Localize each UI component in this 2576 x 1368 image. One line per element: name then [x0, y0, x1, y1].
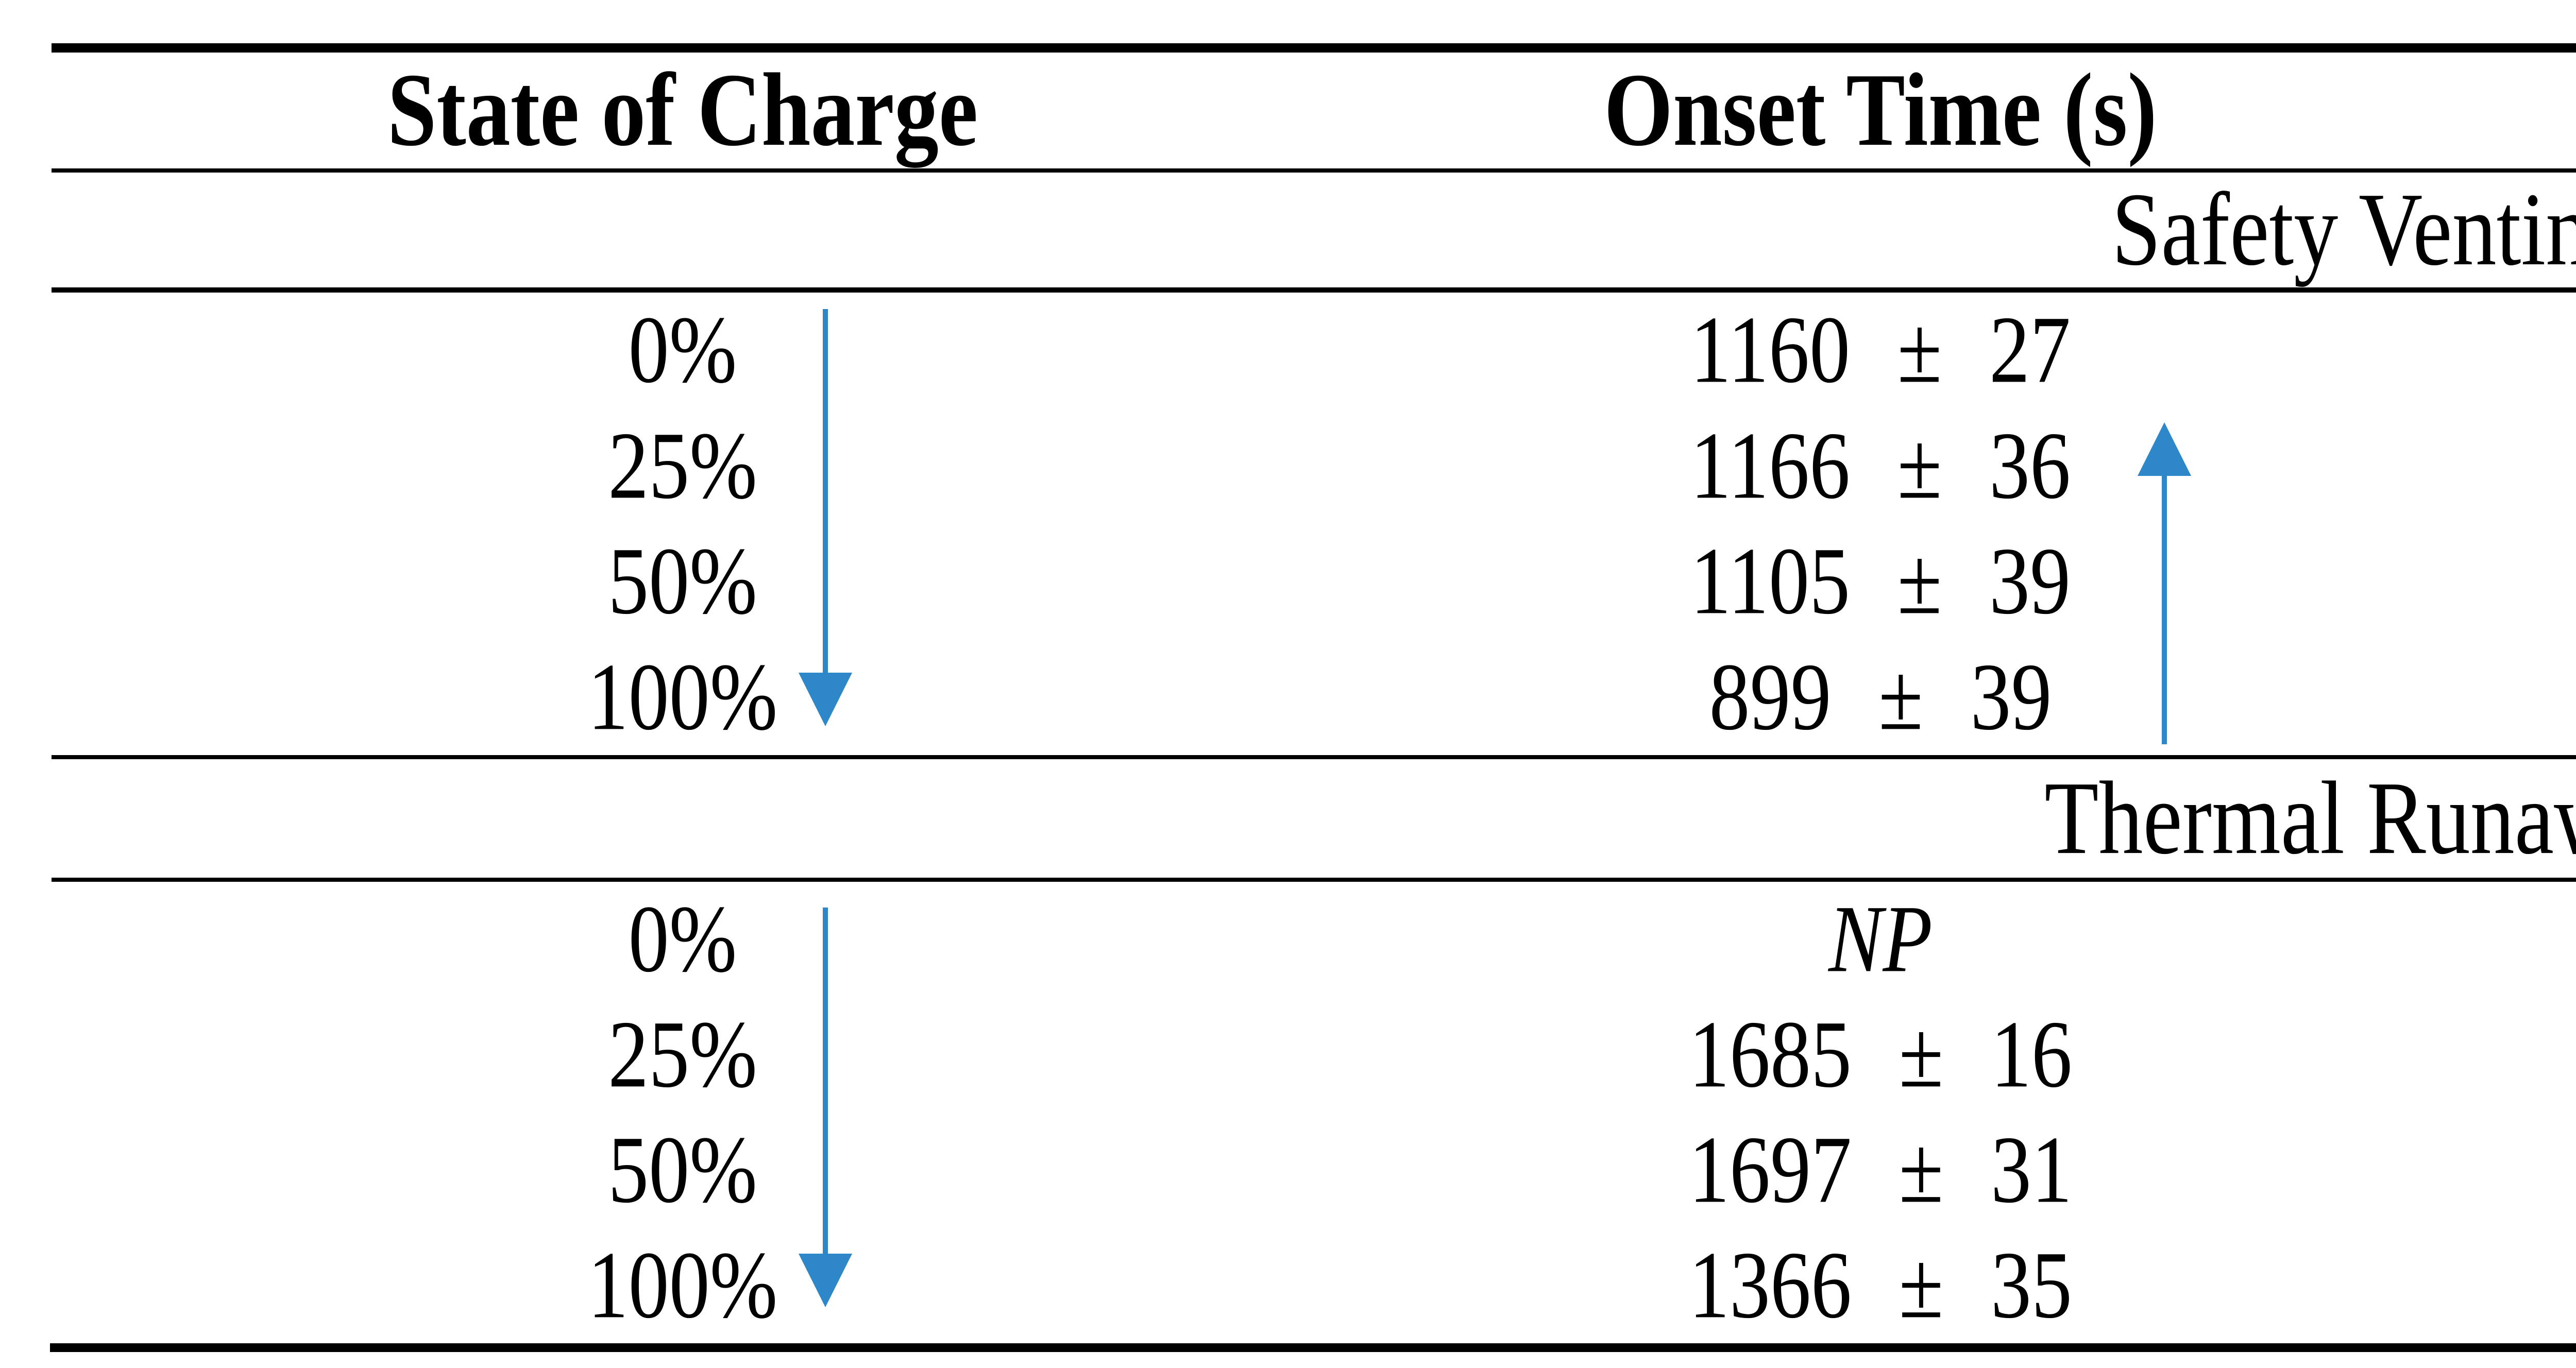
onset-cell: 1685 ±16 — [1314, 997, 2447, 1113]
soc-cell: 100% — [52, 640, 1314, 756]
onset-cell: 899 ±39 — [1314, 640, 2447, 756]
table-row: 0% 1160±27 3103±58 — [0, 293, 2576, 408]
arrow-down-icon — [797, 908, 854, 1307]
header-bottom-rule — [52, 168, 2576, 173]
table-row: 50% 1697±31 2019±36 — [0, 1113, 2576, 1228]
end-cell: 1366±35 — [2447, 640, 2576, 756]
soc-cell: 25% — [52, 997, 1314, 1113]
soc-cell: 50% — [52, 524, 1314, 640]
onset-cell: 1166 ±36 — [1314, 408, 2447, 524]
end-cell: 2221±27 — [2447, 997, 2576, 1113]
section-thermal-runaway-label: Thermal Runaway — [2044, 760, 2576, 876]
onset-value: 1366 ±35 — [1689, 1232, 2072, 1339]
table-bottom-rule — [50, 1343, 2576, 1352]
end-cell: 2019±36 — [2447, 1113, 2576, 1228]
onset-cell: 1366 ±35 — [1314, 1228, 2447, 1343]
soc-cell: 0% — [52, 293, 1314, 408]
table-row: 25% 1166±36 1685±16 — [0, 408, 2576, 524]
onset-value: 1166 ±36 — [1690, 412, 2071, 519]
section-thermal-runaway-cell: Thermal Runaway — [1314, 759, 2576, 878]
soc-value: 0% — [628, 886, 737, 993]
table-header-row: State of Charge Onset Time (s) End Time … — [0, 53, 2576, 168]
soc-value: 25% — [608, 412, 757, 519]
onset-np-value: NP — [1828, 886, 1933, 993]
section-thermal-runaway: Thermal Runaway — [0, 759, 2576, 878]
onset-cell: 1160 ±27 — [1314, 293, 2447, 408]
onset-value: 1685 ±16 — [1689, 1001, 2072, 1108]
end-cell: 1697±31 — [2447, 524, 2576, 640]
thermal-runaway-rows: 0% NP NP 25% 1685±16 2221±27 50% 1697±31… — [0, 882, 2576, 1343]
table-row: 0% NP NP — [0, 882, 2576, 997]
arrow-up-icon — [2136, 422, 2193, 744]
soc-cell: 50% — [52, 1113, 1314, 1228]
soc-value: 100% — [587, 1232, 778, 1339]
section1-label-rule — [52, 287, 2576, 293]
onset-value: 1697 ±31 — [1689, 1117, 2072, 1223]
end-cell: 1556±46 — [2447, 1228, 2576, 1343]
onset-cell: NP — [1314, 882, 2447, 997]
header-state-of-charge-label: State of Charge — [387, 52, 978, 168]
soc-cell: 100% — [52, 1228, 1314, 1343]
soc-value: 100% — [587, 643, 778, 750]
safety-venting-rows: 0% 1160±27 3103±58 25% 1166±36 1685±16 5… — [0, 293, 2576, 755]
end-cell: NP — [2447, 882, 2576, 997]
soc-cell: 0% — [52, 882, 1314, 997]
section-safety-venting-cell: Safety Venting — [1314, 172, 2576, 288]
section-safety-venting-label: Safety Venting — [2111, 172, 2576, 288]
soc-cell: 25% — [52, 408, 1314, 524]
table-row: 25% 1685±16 2221±27 — [0, 997, 2576, 1113]
table-row: 50% 1105±39 1697±31 — [0, 524, 2576, 640]
onset-cell: 1105 ±39 — [1314, 524, 2447, 640]
soc-value: 50% — [608, 528, 757, 635]
table-row: 100% 1366±35 1556±46 — [0, 1228, 2576, 1343]
soc-value: 25% — [608, 1001, 757, 1108]
header-onset-time-label: Onset Time (s) — [1604, 52, 2157, 168]
end-cell: 1685±16 — [2447, 408, 2576, 524]
table-top-rule — [52, 43, 2576, 53]
header-end-time: End Time (s) — [2447, 53, 2576, 168]
onset-cell: 1697 ±31 — [1314, 1113, 2447, 1228]
soc-value: 0% — [628, 297, 737, 403]
onset-value: 1105 ±39 — [1690, 528, 2071, 635]
end-cell: 3103±58 — [2447, 293, 2576, 408]
section1-bottom-rule — [52, 755, 2576, 759]
section-safety-venting: Safety Venting — [0, 172, 2576, 288]
soc-value: 50% — [608, 1117, 757, 1223]
section2-label-rule — [52, 878, 2576, 882]
table-row: 100% 899±39 1366±35 — [0, 640, 2576, 756]
header-state-of-charge: State of Charge — [52, 53, 1314, 168]
header-onset-time: Onset Time (s) — [1314, 53, 2447, 168]
onset-value: 1160 ±27 — [1690, 297, 2071, 403]
arrow-down-icon — [797, 309, 854, 726]
onset-value: 899 ±39 — [1709, 643, 2052, 750]
